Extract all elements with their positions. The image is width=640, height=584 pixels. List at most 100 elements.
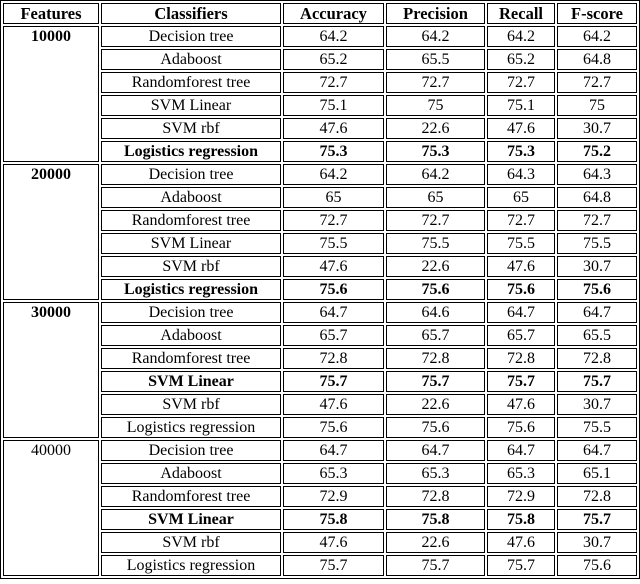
metric-cell: 75.5 <box>283 233 384 254</box>
classifier-cell: SVM rbf <box>101 394 281 415</box>
classifier-cell: Randomforest tree <box>101 348 281 369</box>
table-row: 10000 Decision tree 64.2 64.2 64.2 64.2 <box>3 26 637 162</box>
metric-cell: 72.7 <box>386 210 485 231</box>
metric-cell: 47.6 <box>487 256 555 277</box>
metric-cell: 30.7 <box>557 394 637 415</box>
metric-cell: 72.7 <box>283 72 384 93</box>
metric-cell: 64.2 <box>386 26 485 47</box>
table-row: Logistics regression 75.7 75.7 75.7 75.6 <box>3 555 637 576</box>
metric-cell: 75.8 <box>386 509 485 530</box>
metric-cell: 75.7 <box>283 371 384 392</box>
metric-cell: 65.5 <box>557 325 637 346</box>
classifier-cell: Logistics regression <box>101 141 281 162</box>
metric-cell: 47.6 <box>283 118 384 139</box>
metric-cell: 64.3 <box>487 164 555 185</box>
table-row: Adaboost 65.2 65.5 65.2 64.8 <box>3 49 637 70</box>
features-cell: 30000 <box>3 302 99 438</box>
metric-cell: 72.8 <box>557 348 637 369</box>
column-header-features: Features <box>3 3 99 24</box>
metric-cell: 65.3 <box>386 463 485 484</box>
metric-cell: 47.6 <box>283 394 384 415</box>
classifier-cell: SVM Linear <box>101 233 281 254</box>
metric-cell: 64.2 <box>283 164 384 185</box>
metric-cell: 64.2 <box>386 164 485 185</box>
metric-cell: 72.8 <box>487 348 555 369</box>
metric-cell: 65.3 <box>487 463 555 484</box>
metric-cell: 75.1 <box>283 95 384 116</box>
metric-cell: 72.8 <box>283 348 384 369</box>
metric-cell: 64.8 <box>557 49 637 70</box>
metric-cell: 75.8 <box>283 509 384 530</box>
metric-cell: 75.7 <box>283 555 384 576</box>
table-row: SVM Linear 75.8 75.8 75.8 75.7 <box>3 509 637 530</box>
table-row: SVM Linear 75.1 75 75.1 75 <box>3 95 637 116</box>
metric-cell: 47.6 <box>283 256 384 277</box>
metric-cell: 72.8 <box>386 486 485 507</box>
metric-cell: 64.2 <box>487 26 555 47</box>
classifier-cell: SVM rbf <box>101 118 281 139</box>
metric-cell: 75.7 <box>386 555 485 576</box>
features-cell: 40000 <box>3 440 99 576</box>
table-row: Logistics regression 75.6 75.6 75.6 75.5 <box>3 417 637 438</box>
metric-cell: 75.7 <box>557 509 637 530</box>
table-row: Randomforest tree 72.9 72.8 72.9 72.8 <box>3 486 637 507</box>
table-row: 40000 Decision tree 64.7 64.7 64.7 64.7 <box>3 440 637 576</box>
column-header-precision: Precision <box>386 3 485 24</box>
metric-cell: 72.7 <box>487 210 555 231</box>
metric-cell: 64.6 <box>386 302 485 323</box>
metric-cell: 64.7 <box>487 302 555 323</box>
metric-cell: 65.2 <box>487 49 555 70</box>
header-row: Features Classifiers Accuracy Precision … <box>3 3 637 24</box>
column-header-recall: Recall <box>487 3 555 24</box>
table-row: Adaboost 65 65 65 64.8 <box>3 187 637 208</box>
table-row: SVM rbf 47.6 22.6 47.6 30.7 <box>3 394 637 415</box>
metric-cell: 75 <box>386 95 485 116</box>
metric-cell: 22.6 <box>386 394 485 415</box>
metric-cell: 75.5 <box>487 233 555 254</box>
classifier-cell: Adaboost <box>101 463 281 484</box>
table-row: Randomforest tree 72.7 72.7 72.7 72.7 <box>3 72 637 93</box>
classifier-cell: Randomforest tree <box>101 72 281 93</box>
table-row: SVM rbf 47.6 22.6 47.6 30.7 <box>3 532 637 553</box>
metric-cell: 64.2 <box>283 26 384 47</box>
features-cell: 10000 <box>3 26 99 162</box>
metric-cell: 64.7 <box>283 440 384 461</box>
metric-cell: 75.1 <box>487 95 555 116</box>
metric-cell: 47.6 <box>487 118 555 139</box>
metric-cell: 75.6 <box>386 279 485 300</box>
metric-cell: 47.6 <box>487 394 555 415</box>
metric-cell: 64.7 <box>557 302 637 323</box>
metric-cell: 65.3 <box>283 463 384 484</box>
metric-cell: 75.7 <box>487 555 555 576</box>
metric-cell: 75.6 <box>283 417 384 438</box>
metric-cell: 47.6 <box>283 532 384 553</box>
metric-cell: 72.8 <box>557 486 637 507</box>
table-row: Adaboost 65.7 65.7 65.7 65.5 <box>3 325 637 346</box>
metric-cell: 65 <box>283 187 384 208</box>
column-header-accuracy: Accuracy <box>283 3 384 24</box>
classifier-cell: SVM rbf <box>101 532 281 553</box>
table-row: 20000 Decision tree 64.2 64.2 64.3 64.3 <box>3 164 637 300</box>
metric-cell: 72.7 <box>557 72 637 93</box>
classifier-cell: Adaboost <box>101 325 281 346</box>
metric-cell: 75.7 <box>487 371 555 392</box>
metric-cell: 30.7 <box>557 532 637 553</box>
table-row: SVM rbf 47.6 22.6 47.6 30.7 <box>3 118 637 139</box>
metric-cell: 64.2 <box>557 26 637 47</box>
metric-cell: 65 <box>386 187 485 208</box>
metric-cell: 75 <box>557 95 637 116</box>
metric-cell: 30.7 <box>557 256 637 277</box>
classifier-cell: SVM rbf <box>101 256 281 277</box>
metric-cell: 64.7 <box>283 302 384 323</box>
metric-cell: 72.8 <box>386 348 485 369</box>
metric-cell: 75.7 <box>386 371 485 392</box>
metric-cell: 75.3 <box>487 141 555 162</box>
metric-cell: 75.6 <box>557 555 637 576</box>
metric-cell: 75.6 <box>557 279 637 300</box>
metric-cell: 22.6 <box>386 118 485 139</box>
table-row: 30000 Decision tree 64.7 64.6 64.7 64.7 <box>3 302 637 438</box>
metric-cell: 72.7 <box>283 210 384 231</box>
metric-cell: 72.7 <box>557 210 637 231</box>
metric-cell: 72.9 <box>283 486 384 507</box>
metric-cell: 65 <box>487 187 555 208</box>
